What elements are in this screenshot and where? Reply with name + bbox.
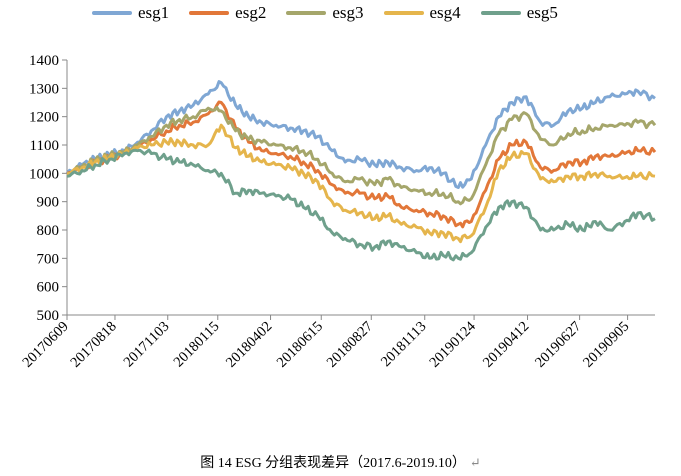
legend-label-esg5: esg5 — [526, 3, 558, 22]
y-tick-label: 700 — [37, 251, 60, 267]
legend-swatch-esg1 — [92, 11, 132, 15]
legend-label-esg2: esg2 — [235, 3, 267, 22]
y-tick-label: 800 — [37, 223, 60, 239]
y-tick-label: 900 — [37, 195, 60, 211]
caption-text: 图 14 ESG 分组表现差异（2017.6-2019.10） — [200, 456, 466, 471]
x-tick-label: 20180402 — [223, 319, 275, 371]
legend-item-esg5: esg5 — [480, 3, 558, 23]
series-line-esg4 — [66, 123, 656, 244]
chart-legend: esg1 esg2 esg3 esg4 esg5 — [92, 2, 558, 24]
legend-swatch-esg2 — [189, 11, 230, 15]
return-mark-icon: ↵ — [469, 455, 481, 470]
y-tick-label: 1300 — [29, 81, 59, 97]
x-tick-label: 20190905 — [580, 319, 632, 371]
x-tick-label: 20180827 — [324, 319, 376, 371]
x-tick-label: 20190627 — [532, 319, 584, 371]
line-chart: 500 600 700 800 900 1000 1100 1200 1300 1400 20170… — [20, 53, 657, 371]
y-tick-label: 600 — [37, 280, 60, 296]
legend-item-esg4: esg4 — [383, 3, 461, 23]
legend-label-esg3: esg3 — [332, 3, 364, 22]
series-line-esg1 — [65, 80, 656, 189]
x-tick-label: 20180115 — [171, 319, 223, 371]
y-tick-label: 500 — [37, 308, 60, 324]
x-tick-label: 20171103 — [121, 319, 173, 371]
x-tick-label: 20181113 — [378, 319, 430, 371]
x-tick-label: 20170818 — [67, 319, 119, 371]
legend-label-esg1: esg1 — [138, 3, 170, 22]
legend-swatch-esg5 — [480, 11, 521, 15]
legend-label-esg4: esg4 — [429, 3, 461, 22]
series-line-esg3 — [66, 106, 657, 206]
legend-item-esg1: esg1 — [92, 3, 169, 23]
figure-caption: 图 14 ESG 分组表现差异（2017.6-2019.10） ↵ — [0, 452, 681, 472]
axes: 500 600 700 800 900 1000 1100 1200 1300 1400 20170… — [20, 53, 655, 371]
series-line-esg2 — [66, 100, 657, 229]
legend-item-esg3: esg3 — [286, 3, 364, 23]
legend-swatch-esg3 — [286, 11, 327, 15]
series-line-esg5 — [66, 148, 656, 262]
x-tick-label: 20180615 — [274, 319, 326, 371]
series-lines — [65, 80, 657, 262]
y-tick-label: 1400 — [29, 53, 59, 69]
legend-swatch-esg4 — [383, 11, 424, 15]
x-tick-label: 20190124 — [427, 318, 480, 371]
y-tick-label: 1000 — [29, 166, 59, 182]
x-tick-label: 20170609 — [20, 319, 72, 371]
x-tick-label: 20190412 — [480, 319, 532, 371]
y-tick-label: 1100 — [30, 138, 59, 154]
legend-item-esg2: esg2 — [189, 3, 266, 23]
y-tick-label: 1200 — [29, 110, 59, 126]
